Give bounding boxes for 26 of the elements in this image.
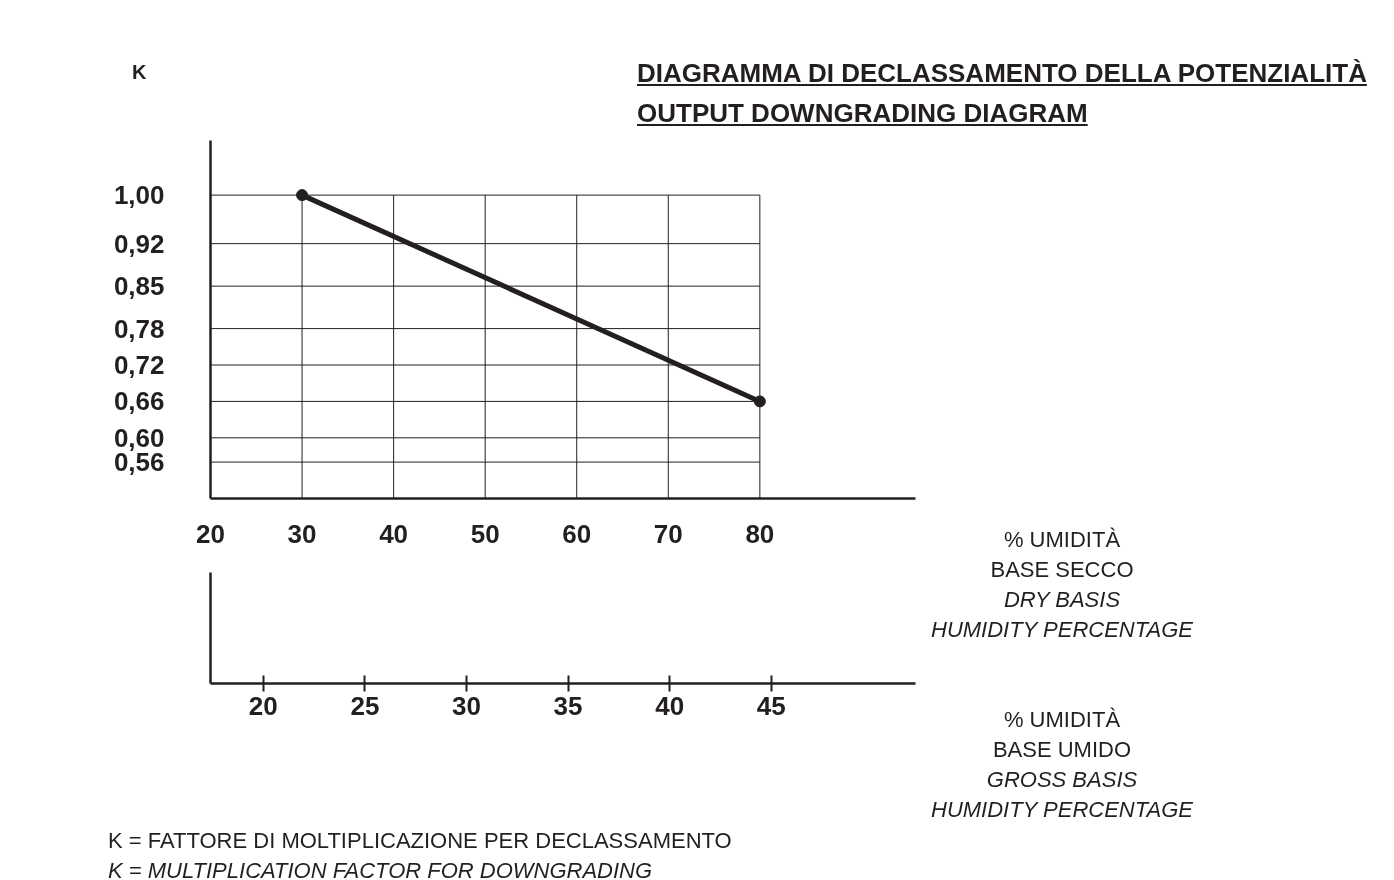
x-tick-label: 50	[470, 518, 500, 549]
x2-tick-label: 20	[248, 690, 278, 721]
x-tick-label: 60	[562, 518, 592, 549]
y-tick-label: 0,66	[113, 386, 165, 417]
y-tick-label: 0,78	[113, 313, 165, 344]
y-tick-label: 0,72	[113, 350, 165, 381]
x2-tick-label: 40	[655, 690, 685, 721]
text: K = MULTIPLICATION FACTOR FOR DOWNGRADING	[108, 858, 653, 880]
x-tick-label: 70	[653, 518, 683, 549]
x2-tick-label: 25	[350, 690, 380, 721]
text: DIAGRAMMA DI DECLASSAMENTO DELLA POTENZIALITÀ OUTPUT DOWNGRADING DIAGRAM	[637, 58, 1367, 128]
y-tick-label: 1,00	[113, 180, 165, 211]
text: K = FATTORE DI MOLTIPLICAZIONE PER DECLASSAMENTO	[108, 828, 732, 853]
x2-tick-label: 35	[553, 690, 583, 721]
x-axis-title: % UMIDITÀ BASE SECCO DRY BASIS HUMIDITY PERCENTAGE	[930, 527, 1194, 642]
x-tick-label: 40	[379, 518, 409, 549]
x-tick-label: 20	[196, 518, 225, 549]
x2-tick-label: 30	[452, 690, 481, 721]
y-tick-label: 0,60	[113, 422, 165, 453]
y-tick-label: 0,92	[113, 228, 165, 259]
x-tick-label: 80	[745, 518, 775, 549]
y-axis-title: K	[132, 61, 147, 83]
x2-tick-label: 45	[756, 690, 786, 721]
x2-axis-title: % UMIDITÀ BASE UMIDO GROSS BASIS HUMIDITY PERCENTAGE	[930, 707, 1194, 822]
y-tick-label: 0,85	[113, 271, 165, 302]
x-tick-label: 30	[287, 518, 317, 549]
